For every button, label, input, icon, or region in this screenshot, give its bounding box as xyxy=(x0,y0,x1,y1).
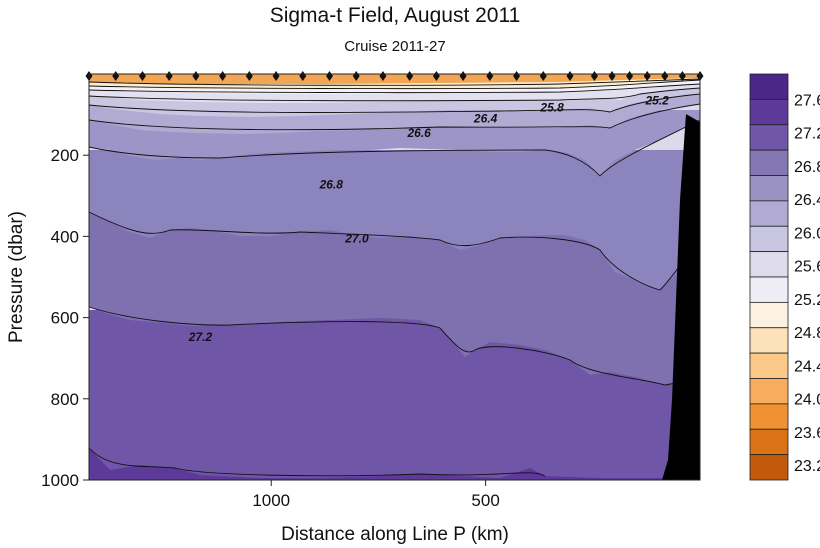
x-tick-label: 1000 xyxy=(252,491,290,510)
y-axis-label: Pressure (dbar) xyxy=(6,211,27,343)
colorbar-swatch xyxy=(749,428,789,456)
colorbar-label: 25.6 xyxy=(794,259,820,276)
colorbar-label: 27.2 xyxy=(794,126,820,143)
layer-26.8-27.0 xyxy=(89,150,700,290)
layer-surface xyxy=(89,74,700,84)
colorbar-swatch xyxy=(749,301,789,329)
contour-label: 26.4 xyxy=(473,112,498,126)
layer-27.0-27.2 xyxy=(89,210,700,385)
colorbar-label: 27.6 xyxy=(794,92,820,109)
x-axis: 1000 500 xyxy=(252,480,500,510)
plot-frame xyxy=(88,73,701,481)
y-axis: 200 400 600 800 1000 xyxy=(41,146,89,490)
contour-label: 27.0 xyxy=(344,231,369,245)
colorbar-swatch xyxy=(749,378,789,405)
x-tick-label: 500 xyxy=(471,491,499,510)
colorbar-swatch xyxy=(749,225,789,253)
colorbar-swatch xyxy=(749,149,789,176)
colorbar-label: 24.8 xyxy=(794,325,820,342)
colorbar-swatch xyxy=(749,175,789,202)
colorbar-swatch xyxy=(749,454,789,481)
colorbar-label: 24.4 xyxy=(794,358,820,375)
colorbar-swatch xyxy=(749,276,789,303)
contour-labels: 25.2 25.8 26.4 26.6 26.8 27.0 27.2 xyxy=(188,93,669,344)
contour-label: 25.2 xyxy=(644,93,669,107)
colorbar-label: 25.2 xyxy=(794,292,820,309)
y-tick-label: 400 xyxy=(51,227,79,246)
colorbar-label: 26.4 xyxy=(794,192,820,209)
colorbar-swatch xyxy=(749,124,789,151)
plot-area xyxy=(85,71,704,481)
contour-label: 26.8 xyxy=(319,177,344,191)
x-axis-label: Distance along Line P (km) xyxy=(281,524,509,545)
colorbar-label: 23.2 xyxy=(794,458,820,475)
colorbar-swatch xyxy=(749,98,789,126)
chart-title: Sigma-t Field, August 2011 xyxy=(270,4,521,27)
colorbar-swatch xyxy=(749,200,789,227)
colorbar-label: 26.0 xyxy=(794,225,820,242)
colorbar-label: 24.0 xyxy=(794,392,820,409)
colorbar: 27.6 27.2 26.8 26.4 26.0 25.6 25.2 24.8 24.4 24.0… xyxy=(749,73,820,481)
y-tick-label: 600 xyxy=(51,309,79,328)
colorbar-swatch xyxy=(749,352,789,379)
contour-label: 25.8 xyxy=(539,100,564,114)
colorbar-label: 23.6 xyxy=(794,425,820,442)
colorbar-label: 26.8 xyxy=(794,159,820,176)
y-tick-label: 1000 xyxy=(41,471,79,490)
layer-27.2-27.4 xyxy=(89,310,700,480)
colorbar-swatch xyxy=(749,327,789,354)
colorbar-swatch xyxy=(749,73,789,100)
bathymetry-shelf xyxy=(662,114,700,480)
colorbar-swatch xyxy=(749,403,789,430)
y-tick-label: 200 xyxy=(51,146,79,165)
chart-subtitle: Cruise 2011-27 xyxy=(344,38,445,55)
upper-contour-lines xyxy=(88,78,701,477)
contour-label: 27.2 xyxy=(188,330,213,344)
y-tick-label: 800 xyxy=(51,390,79,409)
colorbar-swatch xyxy=(749,251,789,278)
layer-27.4-27.6 xyxy=(89,448,700,480)
contour-label: 26.6 xyxy=(406,126,431,140)
